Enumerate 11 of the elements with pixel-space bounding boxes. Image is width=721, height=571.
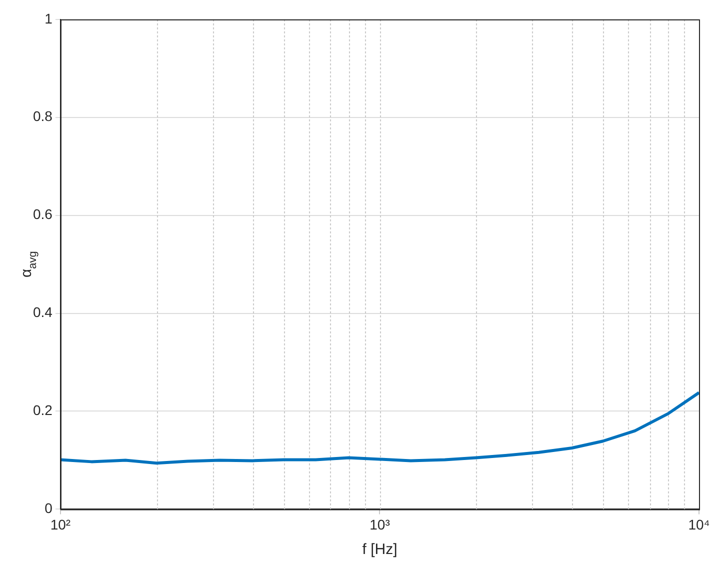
y-tick-label: 0.2 — [32, 402, 53, 418]
y-axis-title: αavg — [18, 251, 39, 278]
x-tick-label: 10² — [50, 516, 71, 532]
x-tick-label: 10⁴ — [688, 516, 710, 532]
y-tick-label: 0.8 — [32, 108, 53, 124]
y-tick-label: 0.6 — [32, 206, 53, 222]
x-tick-label: 10³ — [370, 516, 390, 532]
x-axis-title: f [Hz] — [362, 541, 398, 558]
y-tick-label: 0.4 — [32, 304, 53, 320]
y-tick-label: 1 — [44, 10, 53, 26]
y-tick-label: 0 — [44, 500, 53, 516]
